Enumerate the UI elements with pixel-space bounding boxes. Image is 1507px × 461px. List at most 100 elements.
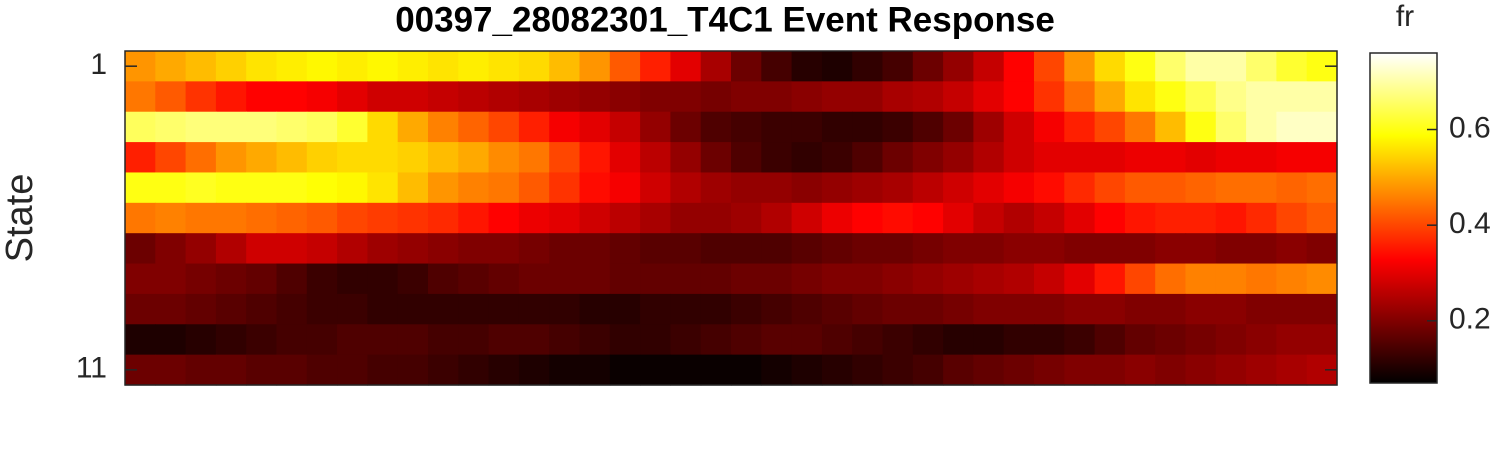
cell [276,142,308,174]
cell [1124,324,1156,356]
cell [731,111,762,143]
cell [731,202,762,234]
cell [821,111,853,143]
cell [125,293,156,325]
cell [882,293,914,325]
cell [700,81,732,113]
cell [1306,233,1338,265]
chart-title: 00397_28082301_T4C1 Event Response [395,0,1055,39]
cell [215,142,247,174]
cell [1124,293,1156,325]
cell [549,233,581,265]
cell [276,263,308,295]
cell [367,111,399,143]
cell [761,111,793,143]
cell [882,111,914,143]
cell [1094,142,1126,174]
cell [943,354,974,386]
cell [1215,142,1247,174]
cell [1034,324,1065,356]
cell [1185,293,1217,325]
cell [488,51,520,82]
cell [761,81,793,113]
colorbar [1369,52,1438,384]
cell [397,81,429,113]
cell [367,324,399,356]
cell [428,111,459,143]
cell [549,81,581,113]
cell [821,293,853,325]
cell [761,51,793,82]
cell [215,81,247,113]
cell [549,354,581,386]
cell [943,111,974,143]
cell [428,354,459,386]
cell [579,51,611,82]
cell [155,142,187,174]
colorbar-tick-label: 0.6 [1449,111,1491,144]
cell [1034,263,1065,295]
cell [1155,324,1187,356]
cell [579,202,611,234]
cell [1064,293,1096,325]
cell [1003,111,1035,143]
cell [397,51,429,82]
cell [821,202,853,234]
cell [882,142,914,174]
cell [518,354,550,386]
cell [1155,172,1187,204]
cell [1094,324,1126,356]
cell [912,51,944,82]
cell [428,324,459,356]
cell [1124,142,1156,174]
cell [1276,111,1308,143]
cell [246,142,278,174]
cell [1124,202,1156,234]
cell [609,142,641,174]
cell [428,293,459,325]
y-tick-label: 11 [76,352,107,385]
cell [1306,81,1338,113]
cell [579,81,611,113]
cell [246,81,278,113]
cell [155,324,187,356]
cell [791,111,823,143]
cell [1064,81,1096,113]
cell [215,202,247,234]
cell [821,172,853,204]
cell [882,172,914,204]
cell [973,233,1005,265]
cell [1215,324,1247,356]
cell [821,81,853,113]
cell [640,111,671,143]
cell [912,263,944,295]
cell [1306,111,1338,143]
cell [1003,202,1035,234]
cell [1306,142,1338,174]
cell [1246,263,1277,295]
cell [943,263,974,295]
cell [1034,202,1065,234]
cell [1064,354,1096,386]
cell [731,142,762,174]
cell [882,81,914,113]
colorbar-tick-label: 0.4 [1449,207,1491,240]
cell [700,142,732,174]
cell [185,142,217,174]
cell [458,263,490,295]
cell [1276,263,1308,295]
cell [458,142,490,174]
cell [791,263,823,295]
cell [1064,111,1096,143]
cell [791,202,823,234]
cell [1064,202,1096,234]
cell [1215,202,1247,234]
cell [700,202,732,234]
cell [1094,354,1126,386]
cell [1246,142,1277,174]
cell [670,172,702,204]
cell [125,202,156,234]
cell [1185,263,1217,295]
cell [912,324,944,356]
